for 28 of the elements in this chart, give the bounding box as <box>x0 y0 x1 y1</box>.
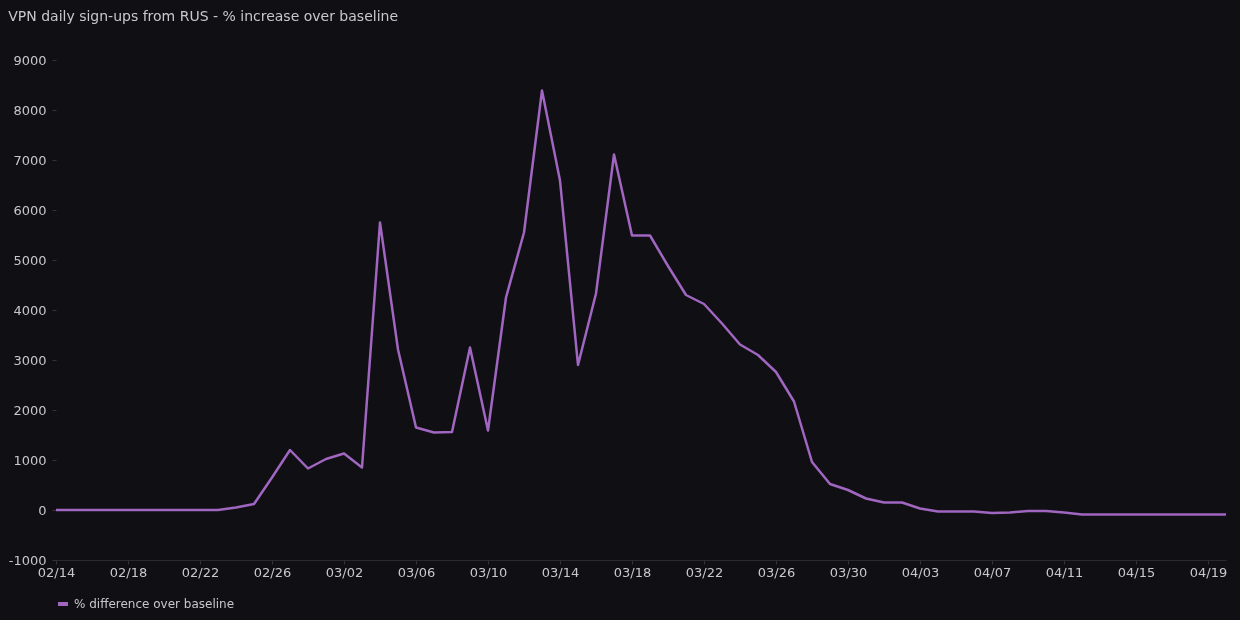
y-tick-label: 5000 <box>13 252 47 268</box>
x-tick-label: 02/18 <box>109 564 148 580</box>
x-tick-label: 03/30 <box>829 564 868 580</box>
legend-label: % difference over baseline <box>74 597 235 611</box>
x-tick-label: 04/03 <box>901 564 940 580</box>
y-tick-label: 3000 <box>13 352 47 368</box>
x-tick-label: 04/07 <box>973 564 1012 580</box>
x-tick-label: 02/26 <box>253 564 292 580</box>
y-tick-label: 9000 <box>13 52 47 68</box>
y-tick-label: 4000 <box>13 302 47 318</box>
x-tick-label: 03/10 <box>469 564 508 580</box>
chart-title: VPN daily sign-ups from RUS - % increase over baseline <box>8 8 399 24</box>
y-tick-label: 0 <box>38 502 47 518</box>
y-tick-label: 2000 <box>13 402 47 418</box>
x-tick-label: 03/02 <box>325 564 364 580</box>
x-tick-label: 04/15 <box>1117 564 1156 580</box>
x-tick-label: 03/26 <box>757 564 796 580</box>
x-tick-label: 03/14 <box>541 564 580 580</box>
x-tick-label: 03/18 <box>613 564 652 580</box>
x-tick-label: 03/22 <box>685 564 724 580</box>
x-tick-label: 03/06 <box>397 564 436 580</box>
y-tick-label: 8000 <box>13 102 47 118</box>
x-tick-label: 02/22 <box>181 564 220 580</box>
y-tick-label: 7000 <box>13 152 47 168</box>
y-tick-label: 1000 <box>13 452 47 468</box>
x-tick-label: 04/11 <box>1045 564 1084 580</box>
x-tick-label: 04/19 <box>1189 564 1228 580</box>
y-tick-label: 6000 <box>13 202 47 218</box>
